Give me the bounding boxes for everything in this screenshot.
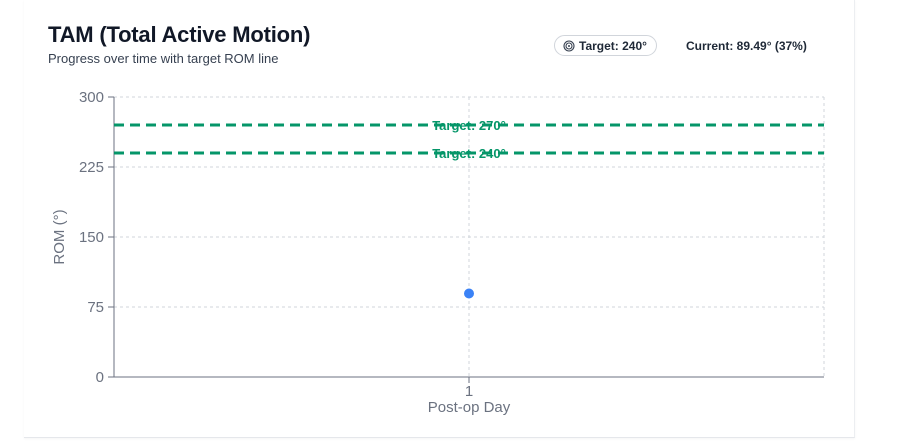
target-badge-label: Target: 240°: [579, 38, 647, 53]
y-tick-label: 225: [79, 159, 104, 176]
target-line-label-270: Target: 270°: [432, 118, 506, 133]
target-badge: Target: 240°: [554, 35, 657, 56]
reference-lines: Target: 270° Target: 240°: [114, 118, 824, 161]
x-tick-label: 1: [465, 383, 473, 400]
chart-subtitle: Progress over time with target ROM line: [48, 51, 279, 66]
data-point[interactable]: [464, 288, 474, 299]
tam-chart: 0 75 150 225 300 1 Target: 270° Target: 240° P…: [51, 89, 825, 416]
chart-title: TAM (Total Active Motion): [48, 22, 311, 47]
y-tick-label: 0: [96, 369, 104, 386]
target-icon: [563, 39, 575, 52]
data-points: [464, 288, 474, 299]
y-tick-label: 300: [79, 89, 104, 106]
grid-lines: [113, 96, 825, 377]
axes: 0 75 150 225 300 1: [79, 89, 824, 400]
x-axis-title: Post-op Day: [428, 399, 511, 416]
y-tick-label: 150: [79, 229, 104, 246]
y-tick-label: 75: [87, 299, 104, 316]
current-readout: Current: 89.49° (37%): [686, 39, 807, 53]
y-axis-title: ROM (°): [51, 209, 68, 264]
chart-card: TAM (Total Active Motion) Progress over …: [24, 0, 855, 438]
target-line-label-240: Target: 240°: [432, 146, 506, 161]
